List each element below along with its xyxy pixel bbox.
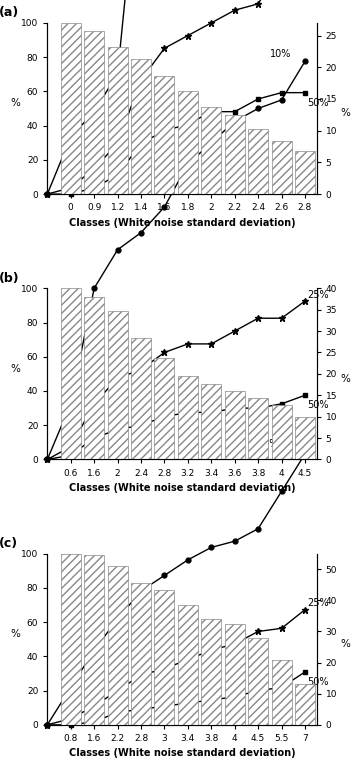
Bar (201, 384, 221, 459)
Text: (a): (a) (0, 6, 19, 20)
Y-axis label: %: % (341, 374, 351, 384)
Bar (131, 338, 151, 459)
Text: 10%: 10% (270, 50, 291, 60)
Bar (108, 47, 127, 194)
Text: (c): (c) (0, 537, 18, 550)
Text: 25%: 25% (307, 290, 329, 300)
Y-axis label: %: % (341, 108, 351, 118)
Bar (154, 359, 174, 459)
Bar (295, 684, 315, 725)
Bar (225, 624, 245, 725)
Text: 50%: 50% (307, 677, 329, 687)
Text: (b): (b) (0, 272, 19, 285)
Bar (154, 76, 174, 194)
Bar (272, 404, 292, 459)
Bar (248, 129, 268, 194)
Bar (61, 288, 81, 459)
Text: 25%: 25% (307, 598, 329, 608)
Bar (84, 31, 104, 194)
Bar (178, 605, 198, 725)
Bar (201, 107, 221, 194)
Bar (108, 311, 127, 459)
Bar (131, 59, 151, 194)
Bar (295, 417, 315, 459)
Text: 50%: 50% (307, 98, 329, 108)
Bar (225, 115, 245, 194)
Bar (272, 141, 292, 194)
Bar (272, 660, 292, 725)
Bar (295, 151, 315, 194)
Bar (84, 297, 104, 459)
Y-axis label: %: % (341, 639, 351, 649)
Y-axis label: %: % (11, 629, 20, 639)
Bar (248, 398, 268, 459)
Bar (61, 23, 81, 194)
Y-axis label: %: % (11, 98, 20, 108)
Bar (201, 619, 221, 725)
Bar (84, 555, 104, 725)
Bar (154, 590, 174, 725)
X-axis label: Classes (White noise standard deviation): Classes (White noise standard deviation) (69, 217, 295, 227)
Text: 50%: 50% (307, 401, 329, 410)
Bar (178, 375, 198, 459)
Bar (131, 583, 151, 725)
Bar (248, 638, 268, 725)
Bar (225, 391, 245, 459)
X-axis label: Classes (White noise standard deviation): Classes (White noise standard deviation) (69, 483, 295, 493)
Text: 10%: 10% (258, 439, 280, 449)
Bar (61, 554, 81, 725)
Bar (108, 565, 127, 725)
Bar (178, 92, 198, 194)
Y-axis label: %: % (11, 364, 20, 374)
X-axis label: Classes (White noise standard deviation): Classes (White noise standard deviation) (69, 749, 295, 758)
